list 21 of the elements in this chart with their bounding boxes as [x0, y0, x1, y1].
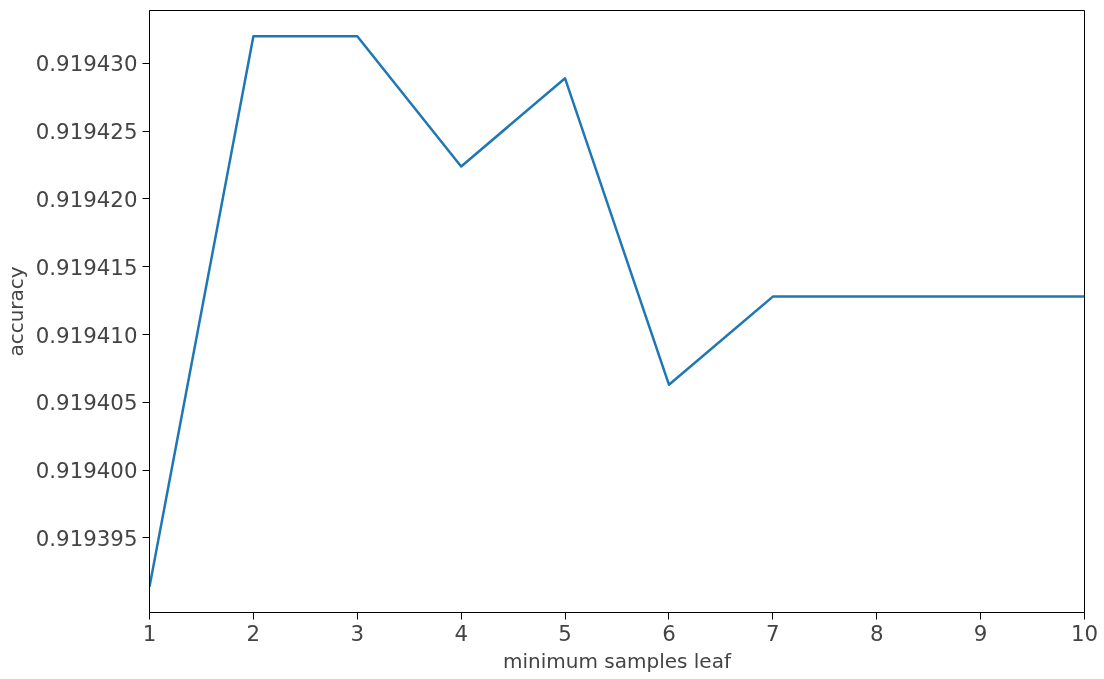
- x-tick-label: 10: [1070, 620, 1099, 646]
- y-tick-label: 0.919395: [35, 525, 138, 551]
- y-tick-label: 0.919425: [35, 119, 138, 145]
- line-series: [149, 35, 1085, 588]
- y-axis-title: accuracy: [3, 266, 28, 357]
- y-tick-label: 0.919400: [35, 458, 138, 484]
- x-tick-label: 3: [350, 620, 365, 646]
- x-tick-label: 4: [454, 620, 468, 646]
- y-tick-label: 0.919430: [35, 51, 138, 77]
- x-tick-label: 2: [246, 620, 261, 646]
- x-tick-label: 9: [973, 620, 988, 646]
- x-tick-label: 6: [662, 620, 676, 646]
- x-tick-label: 8: [869, 620, 884, 646]
- x-tick-label: 5: [558, 620, 572, 646]
- x-axis-title: minimum samples leaf: [503, 648, 732, 673]
- y-tick-label: 0.919410: [35, 322, 138, 348]
- y-tick-label: 0.919405: [35, 390, 138, 416]
- y-tick-label: 0.919420: [35, 186, 138, 212]
- x-tick-label: 1: [142, 620, 157, 646]
- x-tick-label: 7: [766, 620, 780, 646]
- y-tick-label: 0.919415: [35, 254, 138, 280]
